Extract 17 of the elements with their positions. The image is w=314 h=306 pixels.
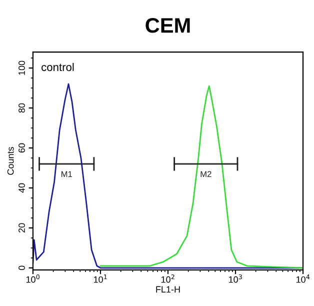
y-tick-label: 20 xyxy=(18,223,25,232)
chart-title: CEM xyxy=(146,18,190,33)
y-tick-label: 100 xyxy=(18,60,25,75)
series-label: M1 xyxy=(62,171,72,177)
annotation: control xyxy=(42,62,74,72)
x-tick-label: 10$^{1}$ xyxy=(94,274,107,283)
x-tick-label: 10$^{3}$ xyxy=(228,274,242,283)
y-tick-label: 40 xyxy=(18,183,25,193)
y-tick-label: 80 xyxy=(18,103,25,113)
x-tick-label: 10$^{0}$ xyxy=(26,274,40,283)
series-label: M2 xyxy=(200,171,212,177)
x-tick-label: 10$^{4}$ xyxy=(296,274,310,283)
y-axis-title: Counts xyxy=(7,146,14,175)
x-axis-title: FL1-H xyxy=(156,286,180,292)
y-tick-label: 60 xyxy=(18,143,25,153)
y-tick-label: 0 xyxy=(18,266,25,270)
x-tick-label: 10$^{2}$ xyxy=(161,274,174,283)
